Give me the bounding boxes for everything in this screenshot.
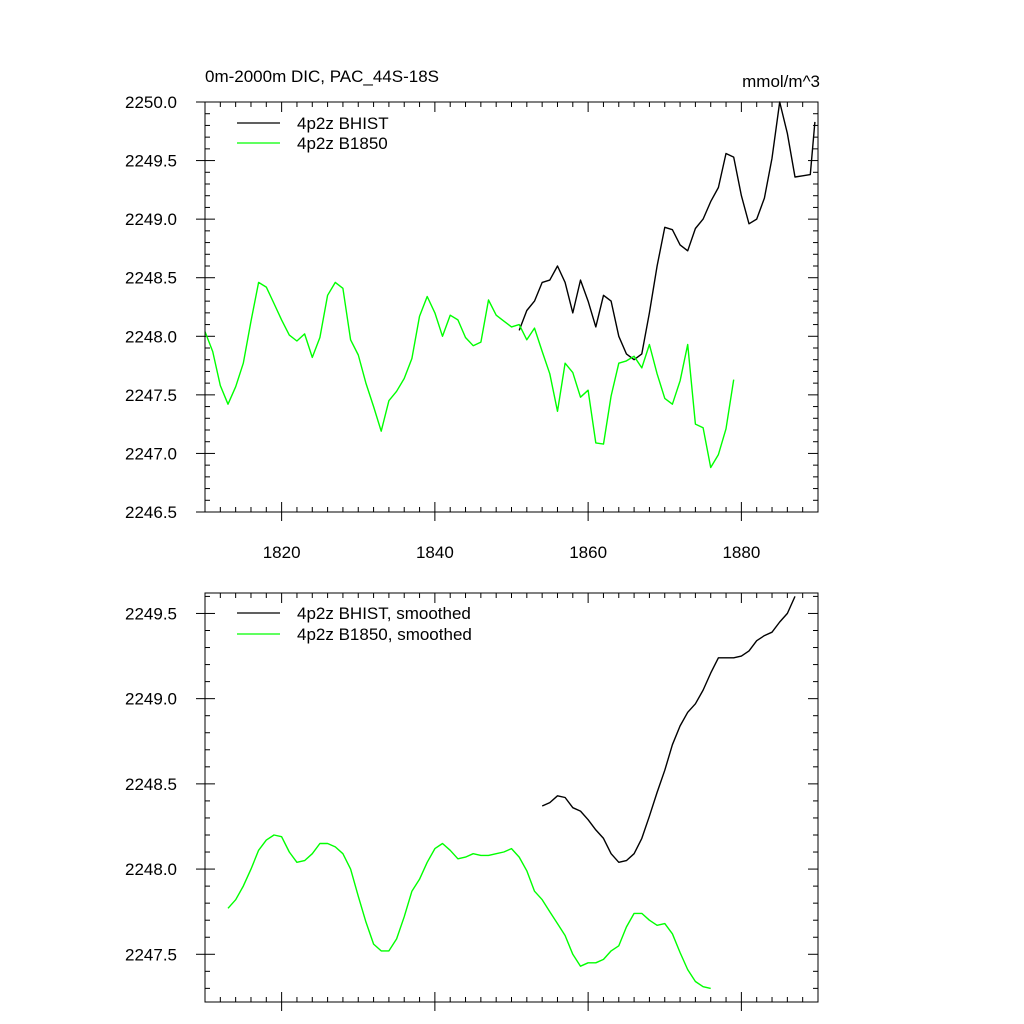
y-tick-label: 2249.0 [125,690,177,709]
y-tick-label: 2247.0 [125,444,177,463]
bottom-series-lines [227,596,796,990]
legend-label-bhist-smoothed: 4p2z BHIST, smoothed [297,604,471,623]
y-tick-label: 2248.0 [125,860,177,879]
top-chart-panel: 0m-2000m DIC, PAC_44S-18S mmol/m^3 1820 1… [125,67,820,562]
y-tick-label: 2249.0 [125,210,177,229]
bottom-legend: 4p2z BHIST, smoothed 4p2z B1850, smoothe… [237,604,472,644]
legend-label-b1850: 4p2z B1850 [297,134,388,153]
top-plot-frame [204,101,819,513]
y-tick-label: 2250.0 [125,93,177,112]
bottom-chart-panel: 2247.5 2248.0 2248.5 2249.0 2249.5 4p2z BHIS… [125,592,819,1011]
top-chart-title: 0m-2000m DIC, PAC_44S-18S [205,67,439,86]
y-tick-label: 2249.5 [125,604,177,623]
legend-label-b1850-smoothed: 4p2z B1850, smoothed [297,625,472,644]
y-tick-label: 2246.5 [125,503,177,522]
bottom-series-line-bhist [541,596,796,863]
y-tick-label: 2248.5 [125,269,177,288]
x-tick-label: 1860 [569,543,607,562]
top-axis-ticks: 1820 1840 1860 1880 2246.5 2247.0 2247.5 2248.0… [125,93,819,562]
y-tick-label: 2247.5 [125,945,177,964]
legend-label-bhist: 4p2z BHIST [297,114,389,133]
x-tick-label: 1840 [416,543,454,562]
y-tick-label: 2249.5 [125,152,177,171]
bottom-series-line-b1850 [227,834,711,990]
y-tick-label: 2247.5 [125,386,177,405]
top-series-lines [204,101,816,469]
x-tick-label: 1880 [722,543,760,562]
bottom-axis-ticks: 2247.5 2248.0 2248.5 2249.0 2249.5 [125,593,819,1011]
bottom-plot-frame [204,592,819,1003]
y-tick-label: 2248.5 [125,775,177,794]
top-chart-units: mmol/m^3 [742,72,820,91]
x-tick-label: 1820 [263,543,301,562]
top-legend: 4p2z BHIST 4p2z B1850 [237,114,389,153]
y-tick-label: 2248.0 [125,327,177,346]
top-series-line-bhist [518,101,816,361]
top-series-line-b1850 [204,281,735,469]
